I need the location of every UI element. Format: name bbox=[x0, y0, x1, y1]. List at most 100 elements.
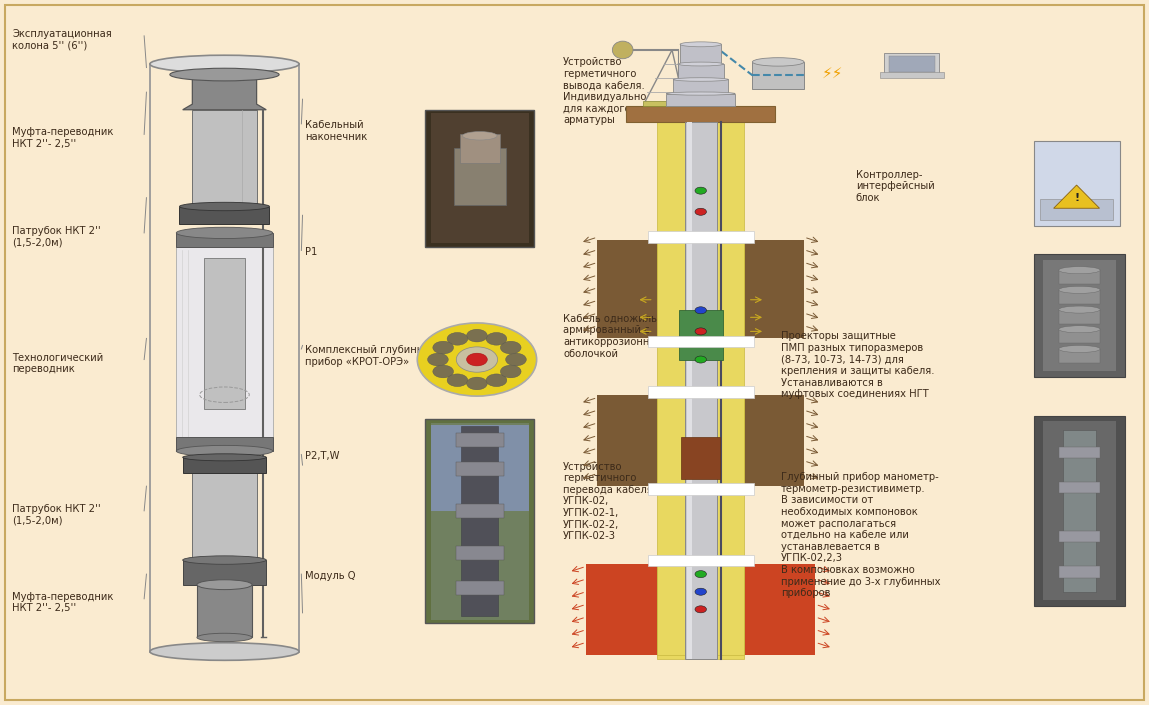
Bar bbox=[192, 451, 256, 458]
Text: Патрубок НКТ 2''
(1,5-2,0м): Патрубок НКТ 2'' (1,5-2,0м) bbox=[13, 504, 101, 525]
Bar bbox=[456, 581, 504, 595]
Bar bbox=[657, 563, 745, 655]
Bar bbox=[431, 114, 529, 243]
Text: ⚡⚡: ⚡⚡ bbox=[822, 66, 842, 81]
Ellipse shape bbox=[678, 62, 724, 66]
Bar bbox=[679, 310, 723, 360]
Ellipse shape bbox=[612, 41, 633, 59]
Polygon shape bbox=[183, 75, 267, 110]
Circle shape bbox=[695, 606, 707, 613]
Text: !: ! bbox=[1074, 192, 1079, 203]
Bar bbox=[1043, 422, 1116, 600]
Circle shape bbox=[427, 353, 448, 366]
Text: Глубинный прибор манометр-
термометр-резистивиметр.
В зависимости от
необходимых: Глубинный прибор манометр- термометр-рез… bbox=[781, 472, 941, 598]
Text: Комплексный глубинный
прибор «КРОТ-ОРЭ»: Комплексный глубинный прибор «КРОТ-ОРЭ» bbox=[304, 345, 438, 367]
Ellipse shape bbox=[1058, 345, 1100, 352]
Bar bbox=[1058, 270, 1100, 284]
Bar bbox=[626, 106, 776, 122]
Circle shape bbox=[433, 341, 454, 354]
Text: Модуль Q: Модуль Q bbox=[304, 570, 355, 581]
Text: Контроллер-
интерфейсный
блок: Контроллер- интерфейсный блок bbox=[856, 170, 934, 203]
Ellipse shape bbox=[753, 58, 804, 66]
Bar bbox=[1058, 447, 1100, 458]
Bar bbox=[1034, 142, 1119, 226]
Circle shape bbox=[486, 333, 507, 345]
Bar bbox=[431, 425, 529, 511]
Circle shape bbox=[506, 353, 526, 366]
Circle shape bbox=[417, 323, 537, 396]
Ellipse shape bbox=[1058, 266, 1100, 274]
Ellipse shape bbox=[1058, 326, 1100, 333]
Bar bbox=[176, 247, 272, 451]
Bar bbox=[425, 419, 534, 623]
Bar bbox=[753, 62, 804, 89]
Bar bbox=[880, 73, 944, 78]
Circle shape bbox=[466, 377, 487, 390]
Circle shape bbox=[486, 374, 507, 386]
Circle shape bbox=[501, 341, 522, 354]
Circle shape bbox=[447, 374, 468, 386]
Bar bbox=[648, 336, 754, 347]
Circle shape bbox=[433, 365, 454, 378]
Bar bbox=[597, 395, 804, 486]
Bar bbox=[687, 122, 692, 658]
Text: Муфта-переводник
НКТ 2''- 2,5'': Муфта-переводник НКТ 2''- 2,5'' bbox=[13, 128, 114, 149]
Ellipse shape bbox=[176, 227, 272, 238]
Bar bbox=[456, 434, 504, 448]
Bar bbox=[648, 555, 754, 566]
Text: Эксплуатационная
колона 5'' (6''): Эксплуатационная колона 5'' (6'') bbox=[13, 29, 111, 51]
Bar bbox=[203, 257, 245, 409]
Circle shape bbox=[501, 365, 522, 378]
Bar bbox=[648, 484, 754, 495]
Text: Кабель одножильный
армированный с
антикоррозионной
оболочкой: Кабель одножильный армированный с антико… bbox=[563, 314, 678, 359]
Ellipse shape bbox=[463, 132, 498, 140]
Bar bbox=[183, 458, 267, 473]
Circle shape bbox=[456, 347, 498, 372]
Text: Устройство
герметичного
вывода кабеля.
Индивидуально
для каждого типа
арматуры: Устройство герметичного вывода кабеля. И… bbox=[563, 57, 658, 125]
Bar bbox=[673, 80, 728, 94]
Bar bbox=[183, 560, 267, 584]
Bar bbox=[657, 240, 745, 338]
Bar bbox=[680, 44, 722, 64]
Bar bbox=[1058, 309, 1100, 324]
Text: Патрубок НКТ 2''
(1,5-2,0м): Патрубок НКТ 2'' (1,5-2,0м) bbox=[13, 226, 101, 247]
Ellipse shape bbox=[680, 42, 722, 47]
Bar bbox=[1034, 254, 1125, 377]
Text: Технологический
переводник: Технологический переводник bbox=[13, 352, 103, 374]
Bar bbox=[1043, 259, 1116, 372]
Bar bbox=[643, 101, 689, 106]
Ellipse shape bbox=[170, 68, 279, 81]
Bar bbox=[454, 149, 506, 204]
Bar bbox=[196, 584, 252, 637]
Bar bbox=[176, 233, 272, 247]
Bar bbox=[1058, 482, 1100, 493]
Circle shape bbox=[695, 307, 707, 314]
Circle shape bbox=[695, 328, 707, 335]
Circle shape bbox=[695, 588, 707, 595]
Circle shape bbox=[466, 329, 487, 342]
Circle shape bbox=[695, 356, 707, 363]
Ellipse shape bbox=[666, 92, 735, 95]
Bar bbox=[1058, 349, 1100, 363]
Bar bbox=[456, 546, 504, 560]
Text: Р1: Р1 bbox=[304, 247, 317, 257]
Text: Р2,Т,W: Р2,Т,W bbox=[304, 451, 339, 461]
Text: Кабельный
наконечник: Кабельный наконечник bbox=[304, 121, 367, 142]
Bar bbox=[657, 122, 745, 658]
Bar bbox=[1058, 329, 1100, 343]
Bar bbox=[1058, 290, 1100, 304]
Circle shape bbox=[695, 570, 707, 577]
Bar bbox=[657, 395, 745, 486]
Bar bbox=[597, 240, 804, 338]
Bar bbox=[889, 56, 935, 72]
Text: Устройство
герметичного
перевода кабеля
УГПК-02,
УГПК-02-1,
УГПК-02-2,
УГПК-02-3: Устройство герметичного перевода кабеля … bbox=[563, 462, 653, 541]
Ellipse shape bbox=[1058, 286, 1100, 293]
Bar bbox=[586, 563, 816, 655]
Bar bbox=[179, 207, 270, 224]
Bar bbox=[648, 231, 754, 243]
Bar bbox=[456, 504, 504, 518]
Bar bbox=[1041, 199, 1112, 220]
Circle shape bbox=[695, 187, 707, 194]
Ellipse shape bbox=[179, 202, 270, 211]
Ellipse shape bbox=[183, 556, 267, 564]
